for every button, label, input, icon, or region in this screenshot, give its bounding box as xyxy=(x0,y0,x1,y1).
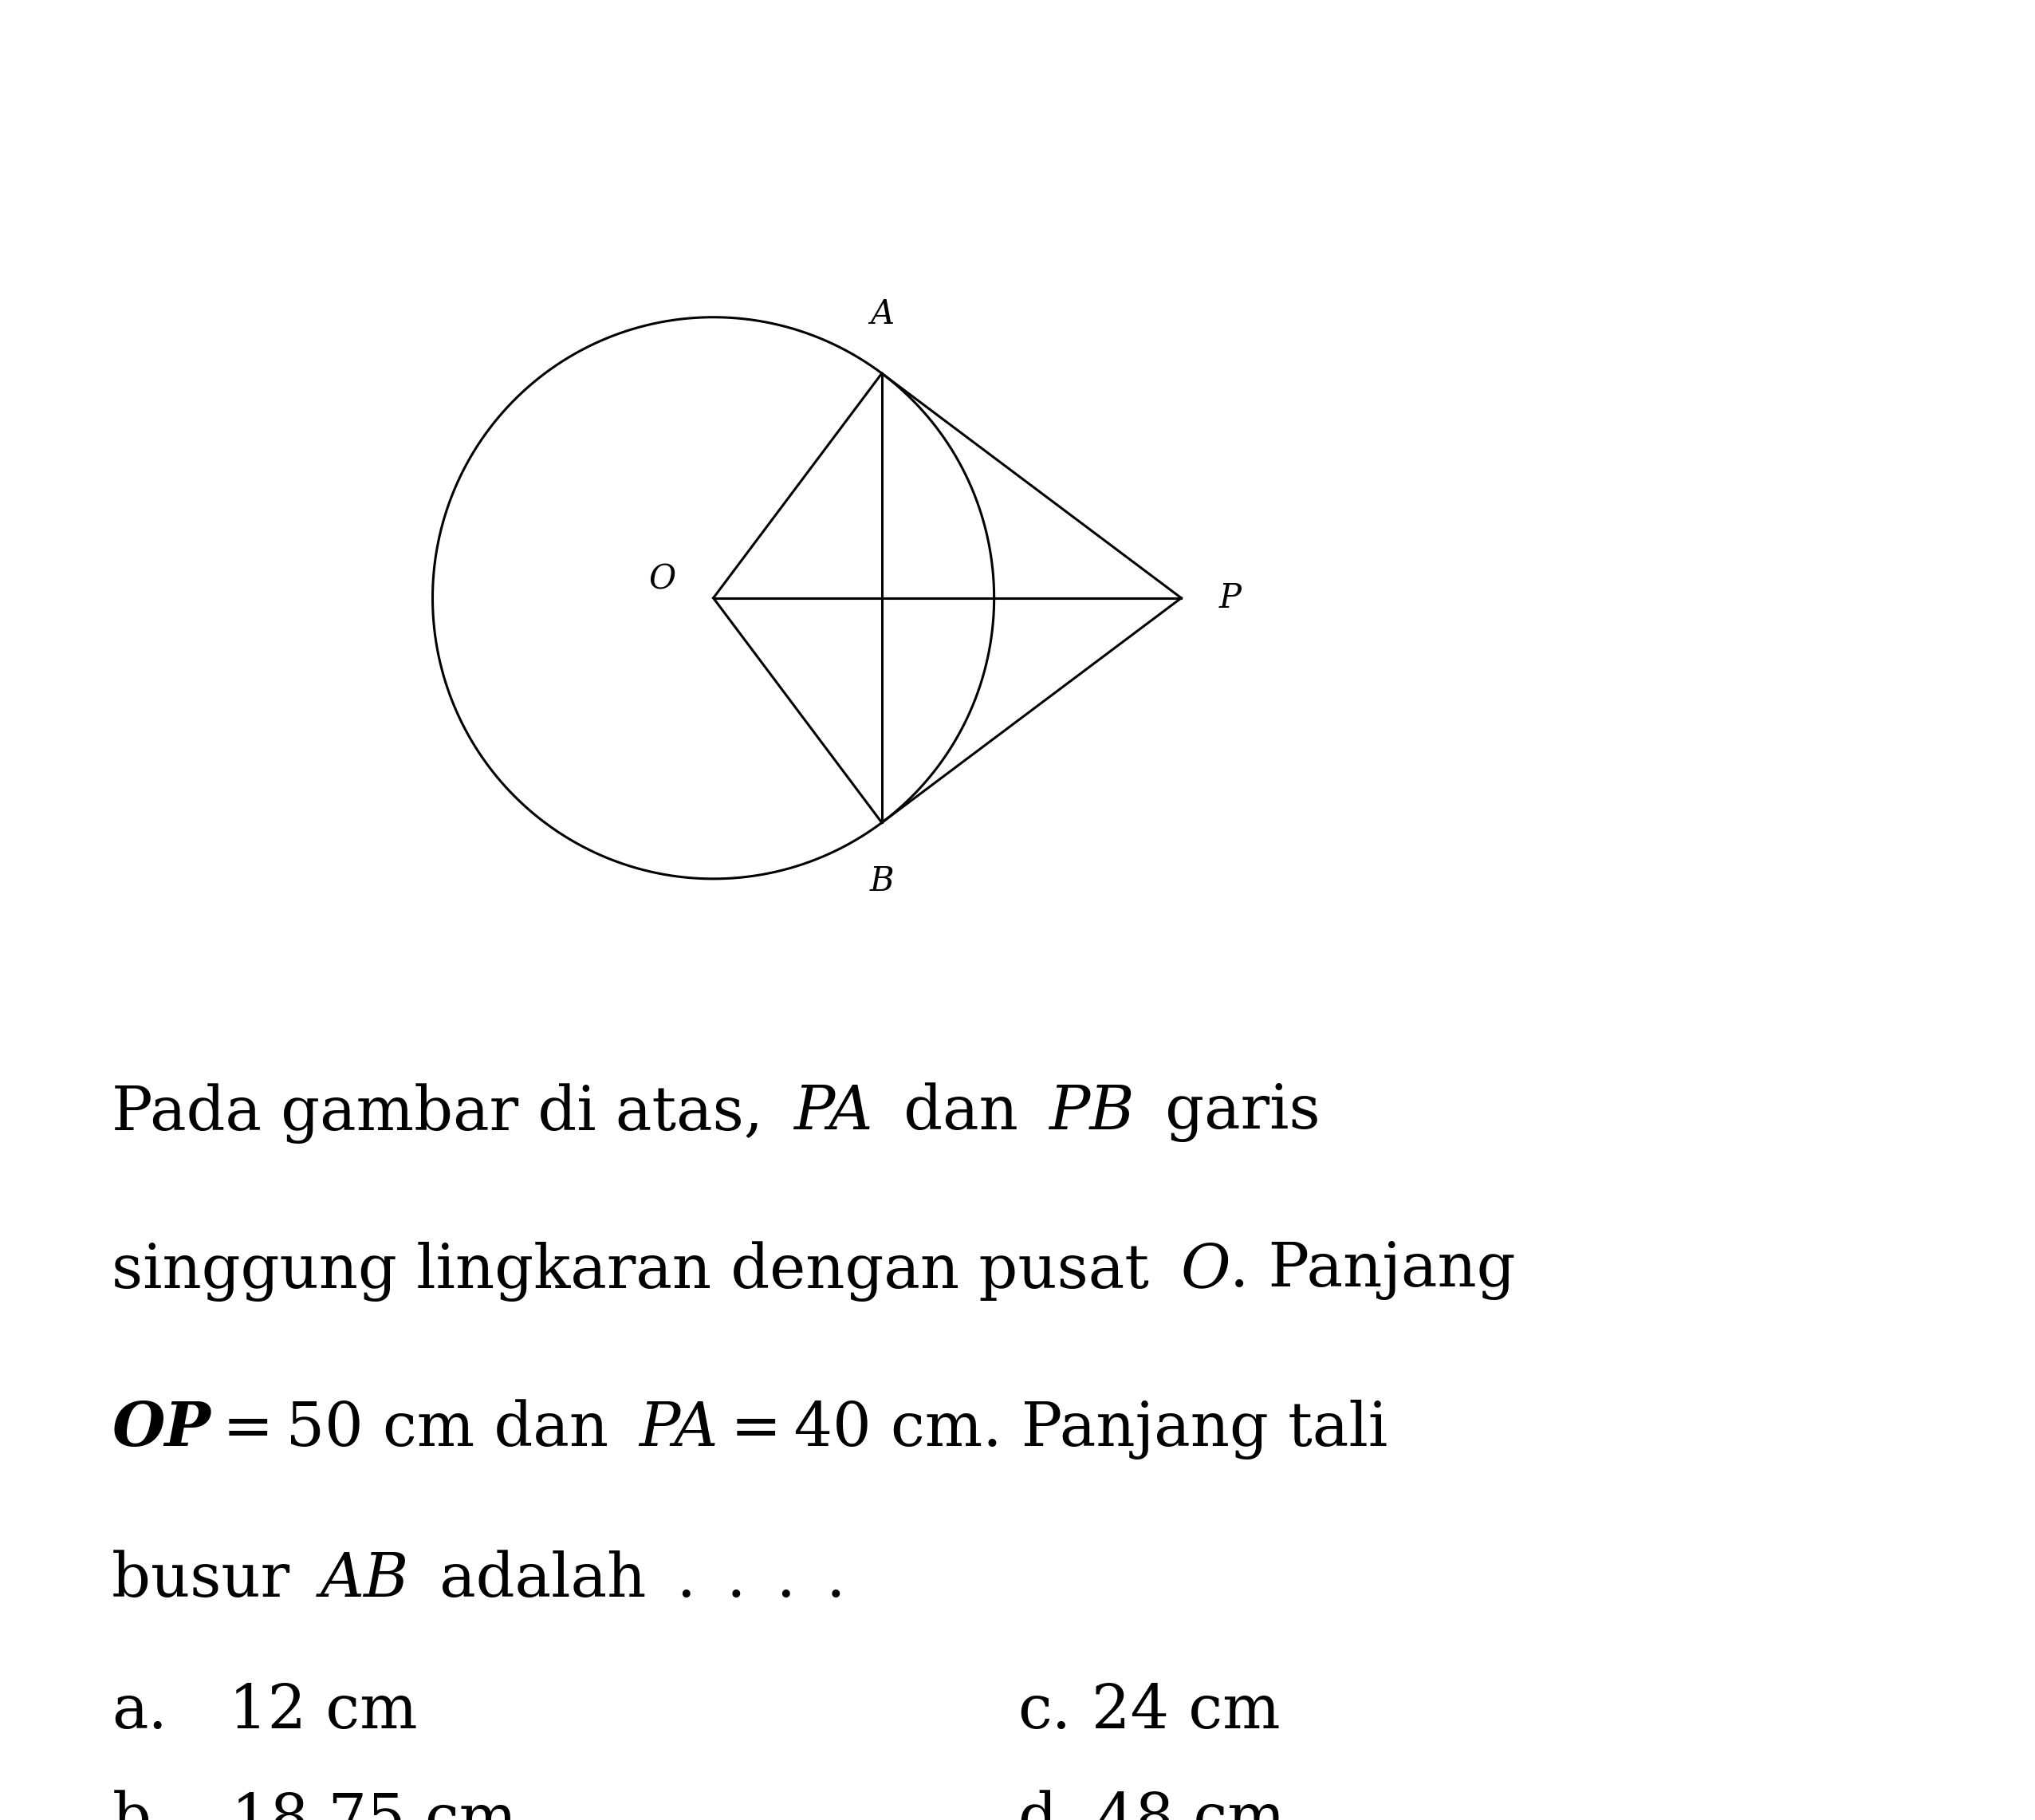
Text: d.: d. xyxy=(1018,1791,1077,1820)
Text: PB: PB xyxy=(1048,1083,1133,1141)
Text: singgung lingkaran dengan pusat: singgung lingkaran dengan pusat xyxy=(112,1241,1180,1301)
Text: 24 cm: 24 cm xyxy=(1091,1682,1280,1740)
Text: Pada gambar di atas,: Pada gambar di atas, xyxy=(112,1083,794,1143)
Text: = 40 cm. Panjang tali: = 40 cm. Panjang tali xyxy=(718,1400,1388,1460)
Text: . Panjang: . Panjang xyxy=(1229,1241,1516,1299)
Text: adalah . . . .: adalah . . . . xyxy=(409,1551,847,1609)
Text: a.: a. xyxy=(112,1682,167,1740)
Text: O: O xyxy=(649,562,676,595)
Text: garis: garis xyxy=(1133,1083,1321,1141)
Text: 12 cm: 12 cm xyxy=(228,1682,417,1740)
Text: 48 cm: 48 cm xyxy=(1097,1791,1284,1820)
Text: c.: c. xyxy=(1018,1682,1070,1740)
Text: OP: OP xyxy=(112,1400,212,1458)
Text: PA: PA xyxy=(794,1083,873,1141)
Text: B: B xyxy=(869,864,893,899)
Text: PA: PA xyxy=(639,1400,718,1458)
Text: O: O xyxy=(1180,1241,1229,1299)
Text: P: P xyxy=(1219,581,1241,615)
Text: busur: busur xyxy=(112,1551,319,1609)
Text: 18,75 cm: 18,75 cm xyxy=(232,1791,517,1820)
Text: b.: b. xyxy=(112,1791,171,1820)
Text: dan: dan xyxy=(873,1083,1048,1141)
Text: = 50 cm dan: = 50 cm dan xyxy=(212,1400,639,1458)
Text: AB: AB xyxy=(319,1551,409,1609)
Text: A: A xyxy=(869,298,893,331)
